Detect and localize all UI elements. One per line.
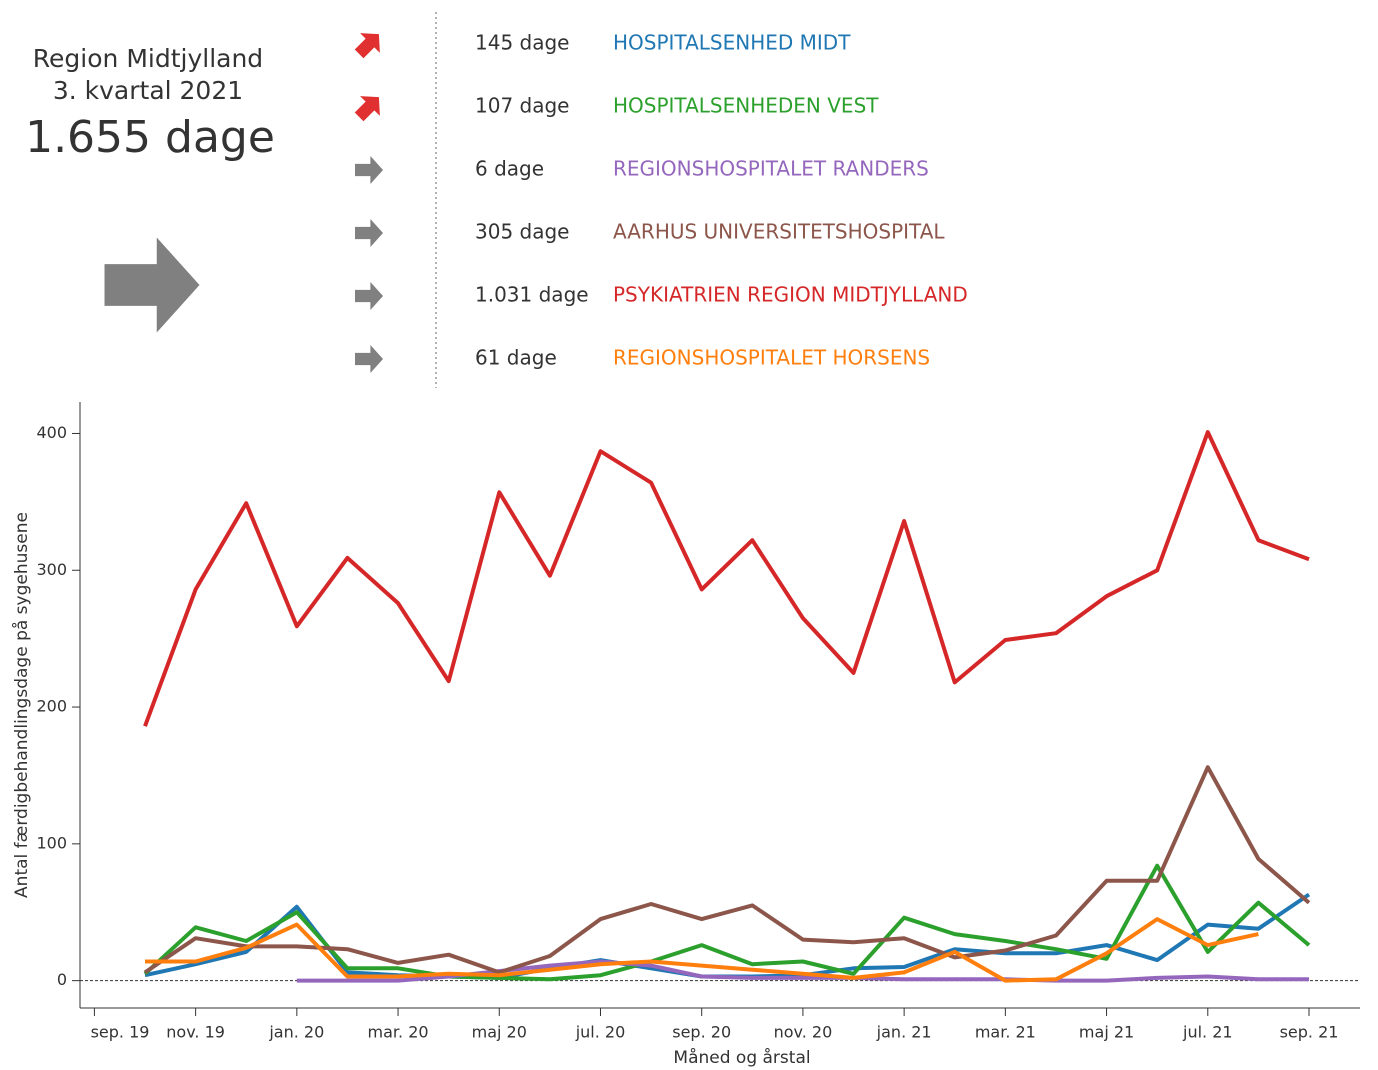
series-line xyxy=(145,917,1259,983)
x-axis-label: Måned og årstal xyxy=(673,1047,810,1068)
x-tick-label: jan. 20 xyxy=(268,1023,324,1042)
legend-entry: HOSPITALSENHEDEN VEST xyxy=(613,94,879,118)
y-tick-label: 200 xyxy=(36,697,67,716)
x-tick-label: sep. 19 xyxy=(91,1023,150,1042)
x-tick-label: mar. 20 xyxy=(368,1023,429,1042)
trend-arrow xyxy=(355,156,383,184)
x-tick-label: sep. 20 xyxy=(672,1023,731,1042)
legend-entry: REGIONSHOSPITALET HORSENS xyxy=(613,346,930,370)
series-line xyxy=(143,430,1310,727)
x-tick-label: mar. 21 xyxy=(975,1023,1036,1042)
series-line xyxy=(143,863,1311,982)
series-line xyxy=(296,959,1309,983)
trend-arrow xyxy=(104,237,200,333)
legend-entry: HOSPITALSENHED MIDT xyxy=(613,31,851,55)
trend-arrow xyxy=(355,282,383,310)
unit-days: 305 dage xyxy=(475,220,569,244)
series-line xyxy=(143,765,1311,975)
x-tick-label: sep. 21 xyxy=(1280,1023,1339,1042)
x-tick-label: jan. 21 xyxy=(876,1023,932,1042)
y-tick-label: 400 xyxy=(36,423,67,442)
unit-days: 145 dage xyxy=(475,31,569,55)
y-tick-label: 0 xyxy=(57,970,67,989)
unit-days: 61 dage xyxy=(475,346,557,370)
y-tick-label: 100 xyxy=(36,833,67,852)
unit-days: 107 dage xyxy=(475,94,569,118)
x-tick-label: nov. 19 xyxy=(166,1023,225,1042)
x-tick-label: jul. 20 xyxy=(575,1023,626,1042)
region-name: Region Midtjylland xyxy=(33,44,263,73)
trend-arrow xyxy=(354,96,380,122)
x-tick-label: nov. 20 xyxy=(774,1023,833,1042)
x-tick-label: maj 21 xyxy=(1079,1023,1134,1042)
trend-arrow xyxy=(354,33,380,59)
trend-arrow xyxy=(355,345,383,373)
y-tick-label: 300 xyxy=(36,560,67,579)
x-tick-label: jul. 21 xyxy=(1182,1023,1233,1042)
unit-days: 1.031 dage xyxy=(475,283,589,307)
legend-entry: REGIONSHOSPITALET RANDERS xyxy=(613,157,929,181)
period: 3. kvartal 2021 xyxy=(53,76,243,105)
legend-entry: PSYKIATRIEN REGION MIDTJYLLAND xyxy=(613,283,968,307)
unit-days: 6 dage xyxy=(475,157,544,181)
trend-arrow xyxy=(355,219,383,247)
legend-entry: AARHUS UNIVERSITETSHOSPITAL xyxy=(613,220,945,244)
x-tick-label: maj 20 xyxy=(472,1023,527,1042)
total-days: 1.655 dage xyxy=(25,112,275,163)
y-axis-label: Antal færdigbehandlingsdage på sygehusen… xyxy=(11,512,32,898)
